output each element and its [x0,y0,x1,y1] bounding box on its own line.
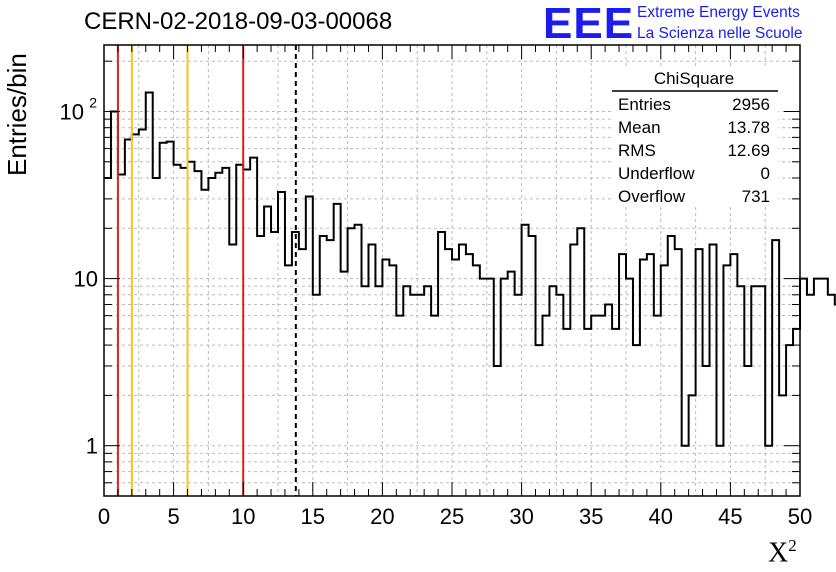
x-axis-label-text: X [768,537,789,569]
stats-row-value: 0 [761,164,770,183]
x-tick-label: 35 [579,504,603,529]
y-tick-exponent: 2 [89,94,97,110]
x-tick-label: 15 [301,504,325,529]
stats-row-label: Mean [618,118,661,137]
x-axis-label: X2 [768,536,797,569]
x-tick-label: 20 [370,504,394,529]
stats-row-label: Overflow [618,187,686,206]
x-axis-label-sup: 2 [788,536,797,555]
x-tick-label: 30 [509,504,533,529]
stats-row-label: Entries [618,95,671,114]
x-tick-label: 40 [649,504,673,529]
x-tick-label: 0 [98,504,110,529]
stats-row-value: 2956 [732,95,770,114]
x-tick-label: 10 [231,504,255,529]
logo-line-2: La Scienza nelle Scuole [637,25,803,42]
x-tick-label: 50 [788,504,812,529]
stats-row-label: RMS [618,141,656,160]
x-tick-label: 45 [718,504,742,529]
stats-row-label: Underflow [618,164,695,183]
y-tick-label: 1 [86,434,98,459]
histogram-steps [104,91,836,447]
y-tick-label: 10 [74,267,98,292]
x-tick-label: 5 [167,504,179,529]
y-axis-label: Entries/bin [2,53,32,176]
stats-row-value: 731 [742,187,770,206]
y-tick-label: 10 [60,99,84,124]
x-tick-label: 25 [440,504,464,529]
stats-box [612,68,778,206]
stats-title: ChiSquare [654,69,734,88]
stats-row-value: 13.78 [727,118,770,137]
logo-line-1: Extreme Energy Events [637,4,800,21]
stats-row-value: 12.69 [727,141,770,160]
eee-logo: EEE [543,0,635,48]
chart-title: CERN-02-2018-09-03-00068 [84,8,393,35]
